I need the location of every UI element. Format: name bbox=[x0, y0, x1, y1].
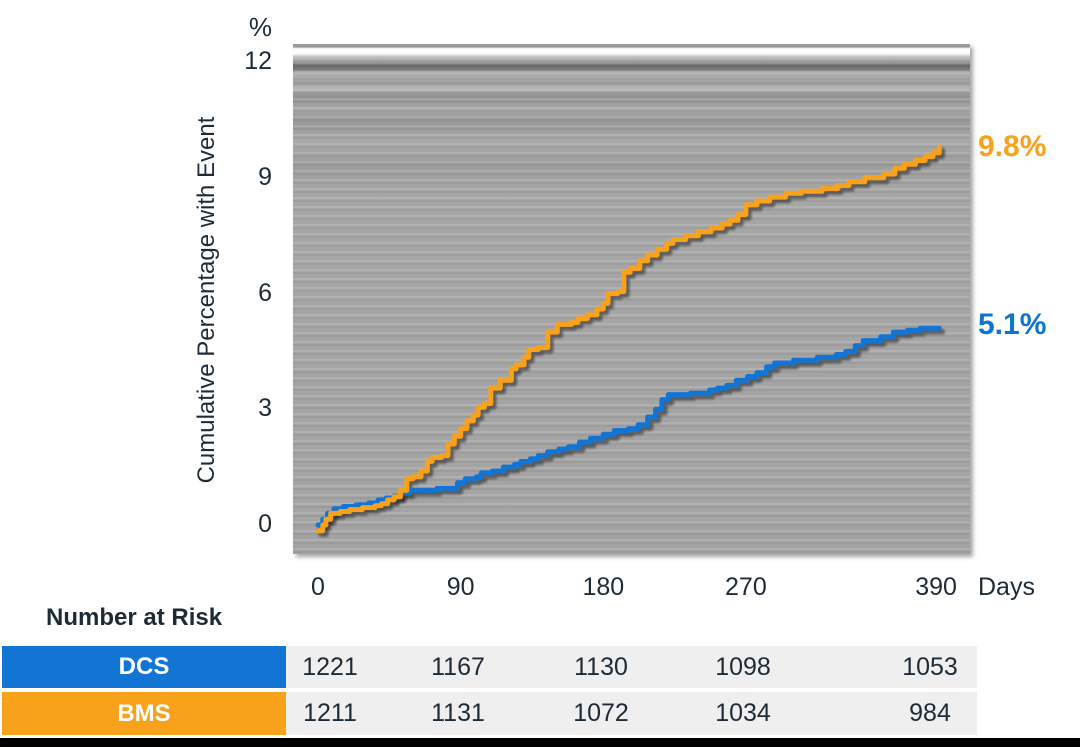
x-tick-label-390: 390 bbox=[915, 573, 957, 601]
risk-value-dcs-day0: 1221 bbox=[302, 653, 358, 681]
number-at-risk-title: Number at Risk bbox=[46, 604, 223, 631]
risk-value-bms-day390: 984 bbox=[909, 699, 951, 727]
risk-value-bms-day270: 1034 bbox=[715, 699, 771, 727]
plot-area bbox=[293, 44, 970, 554]
footer-bar bbox=[0, 738, 1080, 747]
risk-value-bms-day180: 1072 bbox=[573, 699, 629, 727]
risk-row-header-bms: BMS bbox=[2, 692, 286, 735]
dcs-end-value-label: 5.1% bbox=[978, 308, 1047, 341]
y-axis-unit-label: % bbox=[248, 12, 272, 42]
y-tick-label-3: 3 bbox=[258, 394, 272, 423]
risk-value-dcs-day270: 1098 bbox=[715, 653, 771, 681]
y-tick-label-9: 9 bbox=[258, 162, 272, 191]
y-tick-label-6: 6 bbox=[258, 278, 272, 307]
x-tick-label-270: 270 bbox=[725, 573, 767, 601]
risk-row-cells: 1221 1167 1130 1098 1053 bbox=[286, 646, 977, 688]
risk-row-dcs: DCS 1221 1167 1130 1098 1053 bbox=[2, 646, 977, 688]
x-tick-label-0: 0 bbox=[311, 573, 325, 601]
event-curves-svg bbox=[315, 144, 945, 537]
risk-value-dcs-day390: 1053 bbox=[902, 653, 958, 681]
bms-curve bbox=[315, 144, 942, 534]
risk-row-cells: 1211 1131 1072 1034 984 bbox=[286, 692, 977, 735]
risk-value-dcs-day90: 1167 bbox=[431, 653, 485, 681]
risk-value-dcs-day180: 1130 bbox=[574, 653, 628, 681]
risk-row-header-dcs: DCS bbox=[2, 646, 286, 688]
bms-end-value-label: 9.8% bbox=[978, 130, 1047, 163]
risk-value-bms-day0: 1211 bbox=[303, 699, 357, 727]
y-tick-label-0: 0 bbox=[258, 510, 272, 538]
y-tick-label-12: 12 bbox=[244, 47, 272, 76]
x-tick-label-90: 90 bbox=[446, 573, 475, 601]
x-tick-label-180: 180 bbox=[582, 573, 625, 601]
risk-value-bms-day90: 1131 bbox=[431, 699, 485, 727]
x-axis-title: Days bbox=[978, 573, 1035, 601]
risk-row-bms: BMS 1211 1131 1072 1034 984 bbox=[2, 692, 977, 735]
